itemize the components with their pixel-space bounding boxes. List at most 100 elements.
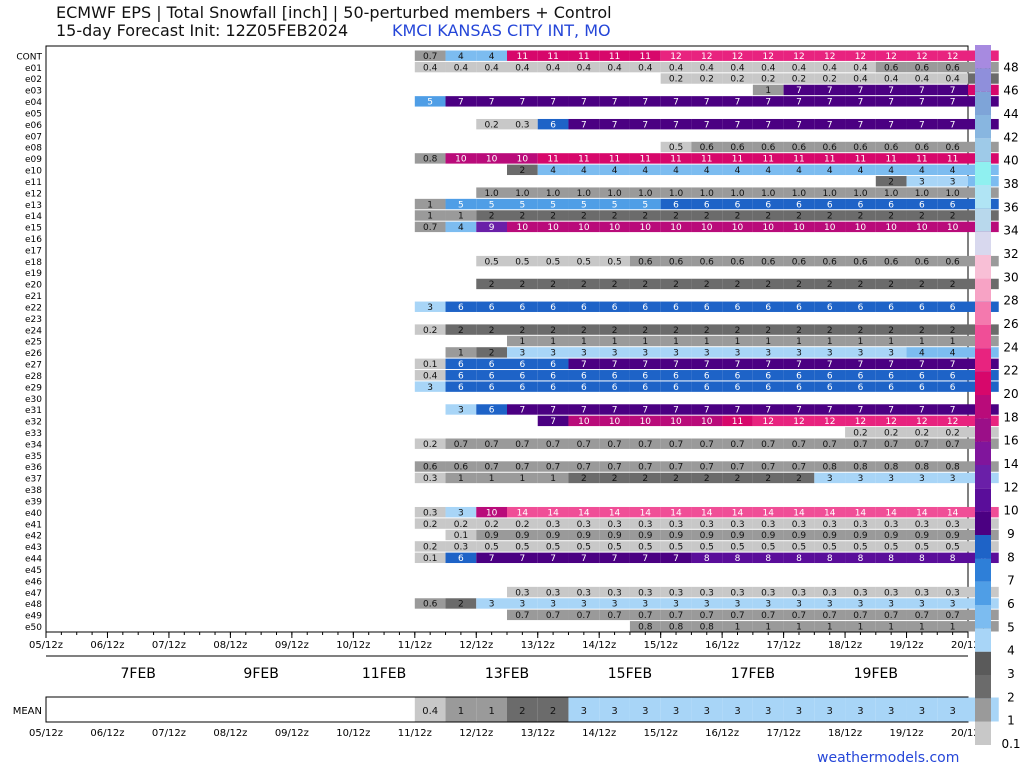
snowfall-cell (875, 187, 907, 198)
snowfall-cell (937, 153, 968, 164)
snowfall-value: 3 (950, 177, 956, 187)
member-label: e27 (25, 361, 42, 371)
snowfall-value: 0.9 (484, 531, 499, 541)
snowfall-cell (722, 221, 753, 233)
snowfall-value: 0.5 (700, 543, 714, 553)
snowfall-cell (722, 324, 753, 335)
snowfall-cell (783, 255, 815, 267)
snowfall-value: 3 (612, 600, 618, 610)
snowfall-cell (476, 210, 507, 221)
snowfall-cell (660, 141, 692, 153)
snowfall-value: 6 (489, 371, 495, 381)
snowfall-value: 14 (640, 508, 652, 518)
snowfall-cell (691, 255, 723, 267)
snowfall-value: 5 (642, 200, 648, 210)
snowfall-value: 6 (858, 371, 864, 381)
snowfall-cell (691, 609, 723, 621)
member-label: e09 (25, 155, 42, 165)
snowfall-value: 7 (950, 86, 956, 96)
mean-x-tick-label: 15/12z (644, 728, 678, 739)
snowfall-value: 0.9 (853, 531, 868, 541)
snowfall-value: 10 (670, 223, 682, 233)
snowfall-cell (629, 415, 661, 427)
snowfall-cell (906, 427, 938, 438)
snowfall-value: 2 (581, 280, 587, 290)
snowfall-value: 6 (581, 383, 587, 393)
snowfall-cell (875, 598, 907, 609)
mean-x-tick-label: 11/12z (398, 728, 432, 739)
colorbar-label: 32 (1003, 247, 1018, 261)
snowfall-cell (660, 73, 692, 84)
snowfall-cell (476, 198, 507, 210)
snowfall-value: 2 (519, 212, 525, 222)
snowfall-value: 0.7 (945, 611, 959, 621)
snowfall-cell (752, 609, 784, 621)
snowfall-cell (568, 404, 600, 415)
snowfall-value: 3 (673, 349, 679, 359)
snowfall-value: 12 (732, 52, 743, 62)
snowfall-value: 2 (765, 212, 771, 222)
snowfall-value: 2 (919, 326, 925, 336)
colorbar-label: 6 (1007, 597, 1015, 611)
snowfall-value: 5 (458, 200, 464, 210)
snowfall-cell (845, 586, 876, 598)
snowfall-cell (783, 73, 815, 84)
snowfall-value: 0.3 (792, 588, 806, 598)
snowfall-value: 12 (947, 417, 958, 427)
x-tick-label: 06/12z (90, 640, 124, 651)
snowfall-cell (875, 164, 907, 176)
colorbar-segment (975, 605, 991, 629)
snowfall-cell (875, 529, 907, 541)
member-label: e10 (25, 167, 42, 177)
snowfall-value: 0.8 (669, 623, 684, 633)
snowfall-cell (875, 415, 907, 427)
snowfall-value: 0.2 (423, 440, 437, 450)
snowfall-value: 2 (888, 326, 894, 336)
snowfall-value: 0.6 (730, 143, 745, 153)
snowfall-value: 0.7 (484, 440, 498, 450)
snowfall-value: 7 (765, 360, 771, 370)
member-label: e05 (25, 109, 42, 119)
snowfall-cell (814, 324, 846, 335)
snowfall-value: 6 (673, 371, 679, 381)
mean-cell (507, 697, 538, 722)
snowfall-value: 3 (581, 349, 587, 359)
snowfall-value: 4 (827, 166, 833, 176)
snowfall-cell (906, 187, 938, 198)
snowfall-cell (814, 61, 846, 73)
snowfall-value: 3 (458, 508, 464, 518)
snowfall-value: 0.4 (669, 63, 684, 73)
snowfall-cell (875, 255, 907, 267)
snowfall-value: 1.0 (700, 189, 715, 199)
snowfall-value: 0.7 (577, 463, 591, 473)
snowfall-cell (937, 358, 968, 370)
snowfall-cell (875, 96, 907, 107)
snowfall-cell (845, 358, 876, 370)
snowfall-value: 4 (765, 166, 771, 176)
snowfall-cell (814, 164, 846, 176)
snowfall-cell (814, 118, 846, 130)
snowfall-cell (691, 153, 723, 164)
snowfall-value: 0.7 (638, 611, 652, 621)
snowfall-value: 0.7 (577, 440, 591, 450)
snowfall-value: 12 (793, 52, 804, 62)
snowfall-value: 7 (888, 120, 894, 130)
snowfall-value: 3 (704, 600, 710, 610)
credit-link[interactable]: weathermodels.com (817, 750, 960, 766)
snowfall-cell (906, 255, 938, 267)
snowfall-value: 0.7 (761, 611, 775, 621)
snowfall-value: 0.2 (423, 543, 437, 553)
snowfall-value: 6 (919, 303, 925, 313)
snowfall-cell (660, 50, 692, 61)
snowfall-cell (814, 404, 846, 415)
snowfall-cell (414, 96, 446, 107)
snowfall-value: 2 (673, 326, 679, 336)
snowfall-value: 2 (827, 280, 833, 290)
snowfall-cell (507, 50, 538, 61)
snowfall-cell (906, 153, 938, 164)
snowfall-cell (691, 187, 723, 198)
snowfall-value: 12 (855, 417, 866, 427)
snowfall-value: 0.5 (515, 257, 529, 267)
member-label: e25 (25, 338, 42, 348)
snowfall-cell (476, 50, 507, 61)
